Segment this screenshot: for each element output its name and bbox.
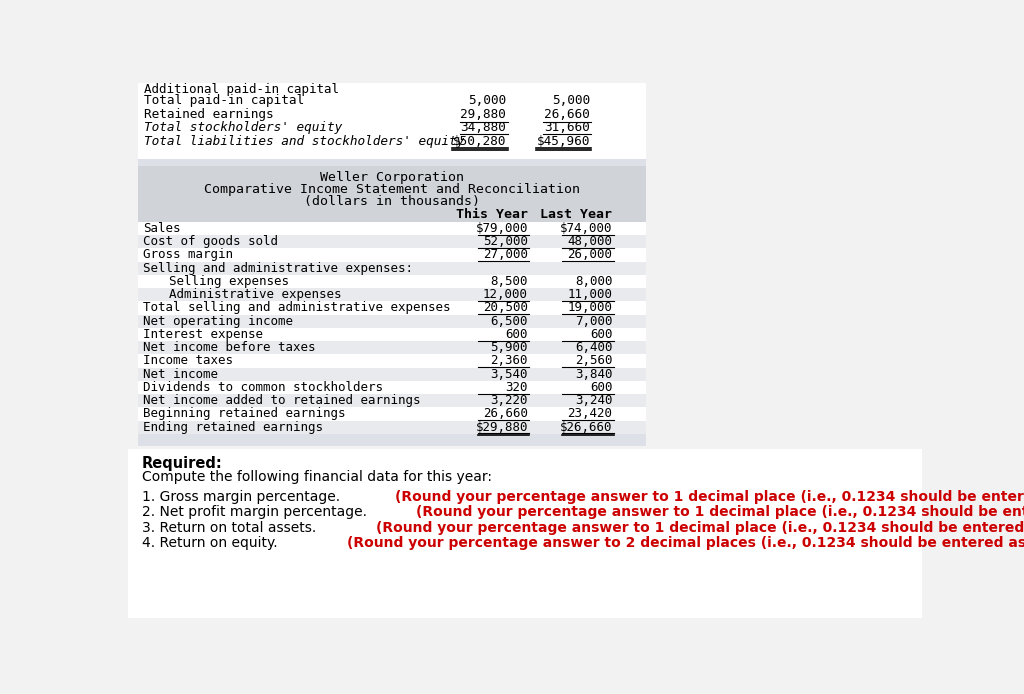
Text: 31,660: 31,660 — [544, 121, 590, 134]
Text: Cost of goods sold: Cost of goods sold — [142, 235, 278, 248]
Text: Sales: Sales — [142, 222, 180, 235]
Text: $26,660: $26,660 — [560, 421, 612, 434]
Text: 600: 600 — [590, 328, 612, 341]
Bar — [138, 167, 646, 440]
Text: Total liabilities and stockholders' equity: Total liabilities and stockholders' equi… — [144, 135, 465, 148]
Bar — [128, 449, 922, 618]
Text: 34,880: 34,880 — [461, 121, 506, 134]
Text: Gross margin: Gross margin — [142, 248, 232, 262]
Text: Beginning retained earnings: Beginning retained earnings — [142, 407, 345, 421]
Text: 5,900: 5,900 — [490, 341, 528, 354]
Text: Retained earnings: Retained earnings — [144, 108, 273, 121]
Bar — [138, 159, 646, 167]
Bar — [138, 275, 646, 288]
Text: Selling and administrative expenses:: Selling and administrative expenses: — [142, 262, 413, 275]
Text: 12,000: 12,000 — [483, 288, 528, 301]
Text: Administrative expenses: Administrative expenses — [154, 288, 341, 301]
Text: 3,540: 3,540 — [490, 368, 528, 381]
Text: $50,280: $50,280 — [453, 135, 506, 148]
Text: 2,560: 2,560 — [574, 355, 612, 367]
Text: 26,000: 26,000 — [567, 248, 612, 262]
Text: Total selling and administrative expenses: Total selling and administrative expense… — [142, 301, 451, 314]
Text: 23,420: 23,420 — [567, 407, 612, 421]
Text: $29,880: $29,880 — [475, 421, 528, 434]
Text: $45,960: $45,960 — [537, 135, 590, 148]
Text: (Round your percentage answer to 1 decimal place (i.e., 0.1234 should be entered: (Round your percentage answer to 1 decim… — [395, 490, 1024, 504]
Text: 600: 600 — [590, 381, 612, 394]
Text: Net income before taxes: Net income before taxes — [142, 341, 315, 354]
Bar — [138, 288, 646, 301]
Text: 20,500: 20,500 — [483, 301, 528, 314]
Text: 26,660: 26,660 — [544, 108, 590, 121]
Text: 7,000: 7,000 — [574, 314, 612, 328]
Text: This Year: This Year — [456, 208, 528, 221]
Text: 3,840: 3,840 — [574, 368, 612, 381]
Text: Comparative Income Statement and Reconciliation: Comparative Income Statement and Reconci… — [204, 183, 580, 196]
Text: Compute the following financial data for this year:: Compute the following financial data for… — [142, 470, 492, 484]
Text: 27,000: 27,000 — [483, 248, 528, 262]
Text: $79,000: $79,000 — [475, 222, 528, 235]
Bar — [138, 440, 646, 446]
Text: 6,400: 6,400 — [574, 341, 612, 354]
Bar — [138, 328, 646, 341]
Text: (Round your percentage answer to 2 decimal places (i.e., 0.1234 should be entere: (Round your percentage answer to 2 decim… — [346, 536, 1024, 550]
Bar — [138, 381, 646, 394]
Text: $74,000: $74,000 — [560, 222, 612, 235]
Text: 29,880: 29,880 — [461, 108, 506, 121]
Text: Dividends to common stockholders: Dividends to common stockholders — [142, 381, 383, 394]
Bar — [138, 83, 646, 159]
Bar — [138, 248, 646, 262]
Text: 52,000: 52,000 — [483, 235, 528, 248]
Text: Weller Corporation: Weller Corporation — [319, 171, 464, 184]
Text: 2,360: 2,360 — [490, 355, 528, 367]
Bar — [138, 235, 646, 248]
Text: 3,220: 3,220 — [490, 394, 528, 407]
Bar — [138, 167, 646, 222]
Text: Total paid-in capital: Total paid-in capital — [144, 94, 304, 107]
Text: Interest expense: Interest expense — [142, 328, 263, 341]
Text: Net income added to retained earnings: Net income added to retained earnings — [142, 394, 420, 407]
Text: 8,000: 8,000 — [574, 275, 612, 288]
Text: 26,660: 26,660 — [483, 407, 528, 421]
Text: Total stockholders' equity: Total stockholders' equity — [144, 121, 342, 134]
Bar — [138, 407, 646, 421]
Bar — [138, 394, 646, 407]
Text: 6,500: 6,500 — [490, 314, 528, 328]
Text: 48,000: 48,000 — [567, 235, 612, 248]
Text: Net operating income: Net operating income — [142, 314, 293, 328]
Text: 8,500: 8,500 — [490, 275, 528, 288]
Text: (Round your percentage answer to 1 decimal place (i.e., 0.1234 should be entered: (Round your percentage answer to 1 decim… — [416, 505, 1024, 519]
Text: 1. Gross margin percentage.: 1. Gross margin percentage. — [142, 490, 344, 504]
Text: 3,240: 3,240 — [574, 394, 612, 407]
Text: Net income: Net income — [142, 368, 218, 381]
Text: Ending retained earnings: Ending retained earnings — [142, 421, 323, 434]
Text: Additional paid-in capital: Additional paid-in capital — [144, 83, 339, 96]
Text: 2. Net profit margin percentage.: 2. Net profit margin percentage. — [142, 505, 372, 519]
Text: 11,000: 11,000 — [567, 288, 612, 301]
Bar — [138, 262, 646, 275]
Bar — [138, 368, 646, 381]
Bar — [138, 421, 646, 434]
Bar — [138, 301, 646, 314]
Bar — [138, 222, 646, 235]
Text: Required:: Required: — [142, 455, 222, 471]
Text: Selling expenses: Selling expenses — [154, 275, 289, 288]
Text: (dollars in thousands): (dollars in thousands) — [304, 195, 480, 208]
Text: 600: 600 — [506, 328, 528, 341]
Text: Last Year: Last Year — [541, 208, 612, 221]
Text: (Round your percentage answer to 1 decimal place (i.e., 0.1234 should be entered: (Round your percentage answer to 1 decim… — [377, 520, 1024, 534]
Bar — [138, 355, 646, 368]
Text: 5,000: 5,000 — [468, 94, 506, 107]
Text: 3. Return on total assets.: 3. Return on total assets. — [142, 520, 321, 534]
Text: 320: 320 — [506, 381, 528, 394]
Bar — [138, 314, 646, 328]
Bar — [138, 341, 646, 355]
Text: 4. Return on equity.: 4. Return on equity. — [142, 536, 282, 550]
Text: 5,000: 5,000 — [552, 94, 590, 107]
Text: 19,000: 19,000 — [567, 301, 612, 314]
Text: Income taxes: Income taxes — [142, 355, 232, 367]
